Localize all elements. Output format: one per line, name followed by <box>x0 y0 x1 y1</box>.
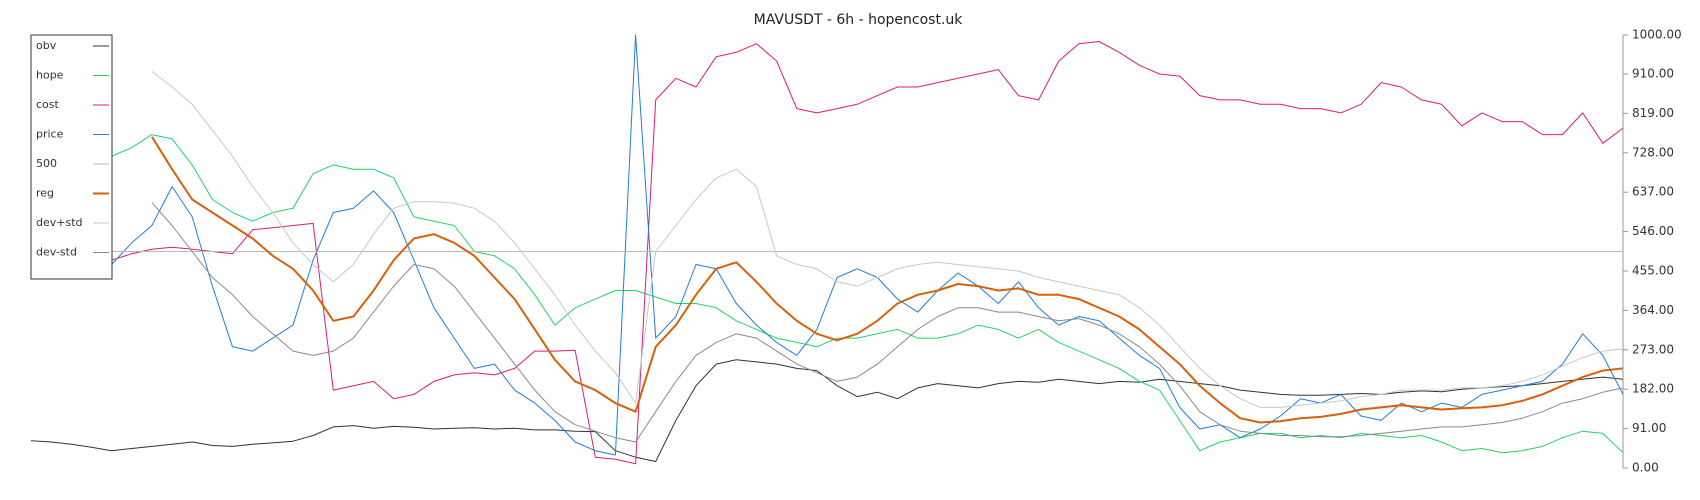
legend-label: hope <box>36 69 64 82</box>
legend: obv hope cost price 500 reg dev+std dev-std <box>30 34 113 280</box>
series-line <box>30 359 1624 462</box>
y-tick-label: 182.00 <box>1632 382 1674 396</box>
legend-label: reg <box>36 187 54 200</box>
series-line <box>151 71 1624 408</box>
y-tick-label: 728.00 <box>1632 145 1674 159</box>
legend-label: price <box>36 128 64 141</box>
y-tick-label: 819.00 <box>1632 106 1674 120</box>
chart-title: MAVUSDT - 6h - hopencost.uk <box>754 12 964 28</box>
y-tick-label: 910.00 <box>1632 66 1674 80</box>
series-line <box>151 202 1624 443</box>
legend-label: 500 <box>36 157 57 170</box>
y-tick-label: 1000.00 <box>1632 28 1682 42</box>
legend-label: dev-std <box>36 246 77 259</box>
series-line <box>30 41 1624 465</box>
y-tick-label: 455.00 <box>1632 263 1674 277</box>
y-tick-label: 91.00 <box>1632 421 1666 435</box>
y-tick-label: 0.00 <box>1632 461 1659 475</box>
legend-label: cost <box>36 98 60 111</box>
y-tick-label: 364.00 <box>1632 303 1674 317</box>
legend-label: obv <box>36 39 57 52</box>
series-line <box>30 34 1624 456</box>
series-line <box>151 136 1624 424</box>
y-tick-label: 637.00 <box>1632 185 1674 199</box>
series-line <box>30 103 1624 454</box>
y-tick-label: 546.00 <box>1632 224 1674 238</box>
legend-label: dev+std <box>36 216 83 229</box>
y-tick-label: 273.00 <box>1632 342 1674 356</box>
